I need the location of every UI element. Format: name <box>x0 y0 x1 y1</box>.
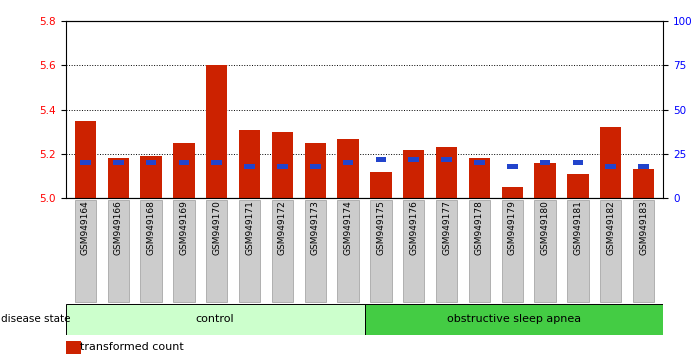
Text: GSM949177: GSM949177 <box>442 200 451 255</box>
Bar <box>211 160 222 165</box>
FancyBboxPatch shape <box>305 200 326 302</box>
Bar <box>140 156 162 198</box>
FancyBboxPatch shape <box>534 200 556 302</box>
Text: GSM949180: GSM949180 <box>540 200 549 255</box>
Bar <box>108 159 129 198</box>
FancyBboxPatch shape <box>206 200 227 302</box>
Bar <box>633 170 654 198</box>
Text: GSM949181: GSM949181 <box>574 200 583 255</box>
Text: GSM949168: GSM949168 <box>146 200 155 255</box>
Text: GSM949172: GSM949172 <box>278 200 287 255</box>
Text: disease state: disease state <box>1 314 70 325</box>
Bar <box>573 160 583 165</box>
Text: GSM949178: GSM949178 <box>475 200 484 255</box>
Bar <box>178 160 189 165</box>
Bar <box>507 164 518 169</box>
Text: GSM949173: GSM949173 <box>311 200 320 255</box>
Bar <box>239 130 261 198</box>
Bar <box>337 138 359 198</box>
FancyBboxPatch shape <box>436 200 457 302</box>
Bar <box>638 164 649 169</box>
Text: transformed count: transformed count <box>80 342 184 352</box>
Bar <box>605 164 616 169</box>
Bar <box>244 164 255 169</box>
FancyBboxPatch shape <box>337 200 359 302</box>
Bar <box>310 164 321 169</box>
Text: GSM949179: GSM949179 <box>508 200 517 255</box>
Text: GSM949170: GSM949170 <box>212 200 221 255</box>
Bar <box>403 150 424 198</box>
Bar <box>370 172 392 198</box>
Bar <box>567 174 589 198</box>
Bar <box>408 157 419 162</box>
Bar <box>277 164 287 169</box>
Bar <box>305 143 326 198</box>
Bar <box>540 160 551 165</box>
Bar <box>502 187 523 198</box>
FancyBboxPatch shape <box>502 200 523 302</box>
Text: GSM949171: GSM949171 <box>245 200 254 255</box>
Text: GSM949183: GSM949183 <box>639 200 648 255</box>
Bar <box>436 147 457 198</box>
FancyBboxPatch shape <box>108 200 129 302</box>
Text: GSM949175: GSM949175 <box>377 200 386 255</box>
Bar <box>600 127 621 198</box>
FancyBboxPatch shape <box>468 200 490 302</box>
Text: GSM949182: GSM949182 <box>606 200 615 255</box>
FancyBboxPatch shape <box>600 200 621 302</box>
Bar <box>146 160 156 165</box>
Bar <box>113 160 124 165</box>
Bar <box>365 304 663 335</box>
Text: GSM949169: GSM949169 <box>180 200 189 255</box>
Bar <box>442 157 452 162</box>
Text: obstructive sleep apnea: obstructive sleep apnea <box>447 314 581 325</box>
FancyBboxPatch shape <box>140 200 162 302</box>
Bar <box>173 143 195 198</box>
Text: GSM949176: GSM949176 <box>409 200 418 255</box>
Bar <box>343 160 353 165</box>
Bar <box>80 160 91 165</box>
FancyBboxPatch shape <box>75 200 96 302</box>
Bar <box>534 163 556 198</box>
Bar <box>75 121 96 198</box>
FancyBboxPatch shape <box>272 200 293 302</box>
Bar <box>376 157 386 162</box>
FancyBboxPatch shape <box>403 200 424 302</box>
FancyBboxPatch shape <box>567 200 589 302</box>
Text: GSM949166: GSM949166 <box>114 200 123 255</box>
Bar <box>206 65 227 198</box>
Bar <box>66 304 365 335</box>
FancyBboxPatch shape <box>370 200 392 302</box>
Text: control: control <box>196 314 234 325</box>
Bar <box>66 341 81 354</box>
Bar <box>468 159 490 198</box>
FancyBboxPatch shape <box>173 200 195 302</box>
Bar <box>272 132 293 198</box>
FancyBboxPatch shape <box>633 200 654 302</box>
Text: GSM949164: GSM949164 <box>81 200 90 255</box>
Bar <box>474 160 485 165</box>
FancyBboxPatch shape <box>239 200 261 302</box>
Text: GSM949174: GSM949174 <box>343 200 352 255</box>
